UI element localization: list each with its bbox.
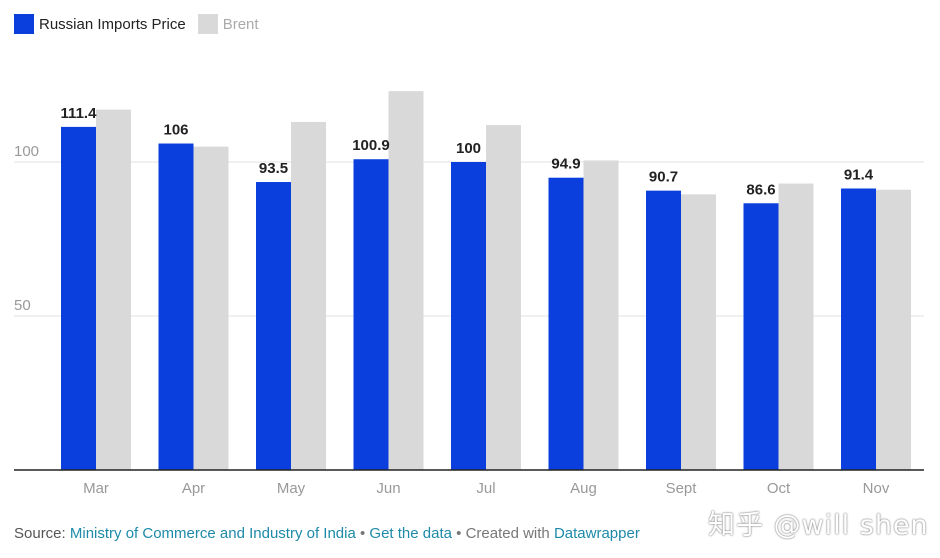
legend-item-brent[interactable]: Brent [197,14,259,34]
source-link[interactable]: Ministry of Commerce and Industry of Ind… [69,525,356,542]
data-label: 90.7 [649,169,678,186]
watermark: 知乎 @will shen [708,510,929,541]
bar-brent[interactable] [193,146,229,470]
bar-russian[interactable] [548,177,584,470]
bar-brent[interactable] [583,160,619,470]
legend-label-russian: Russian Imports Price [39,15,186,33]
bar-russian[interactable] [743,203,779,470]
get-data-link[interactable]: Get the data [369,525,452,542]
data-label: 100 [456,140,481,157]
data-label: 94.9 [551,156,580,173]
bar-russian[interactable] [256,182,291,470]
bar-brent[interactable] [388,91,424,470]
data-label: 111.4 [61,105,98,122]
bar-brent[interactable] [681,194,716,470]
legend-swatch-brent [197,14,218,34]
legend-item-russian[interactable]: Russian Imports Price [14,14,186,34]
legend-swatch-russian [14,14,34,34]
datawrapper-link[interactable]: Datawrapper [553,525,640,542]
x-tick-label: Oct [767,480,791,497]
x-tick-label: Jul [476,480,495,497]
bar-brent[interactable] [96,109,131,470]
data-label: 91.4 [844,166,874,183]
x-tick-label: Sept [666,480,698,497]
bar-russian[interactable] [841,188,876,470]
x-tick-label: Jun [376,480,400,497]
x-tick-label: Aug [570,480,597,497]
bar-russian[interactable] [61,126,96,470]
data-label: 106 [163,122,188,139]
bar-russian[interactable] [646,190,681,471]
bar-brent[interactable] [486,125,521,470]
bar-russian[interactable] [353,159,389,470]
footer: Source: Ministry of Commerce and Industr… [14,525,640,542]
legend-label-brent: Brent [222,15,259,33]
x-tick-label: May [277,480,306,497]
bar-brent[interactable] [876,189,911,470]
created-with-text: • Created with [451,525,554,542]
source-prefix: Source: [14,525,70,542]
bar-brent[interactable] [778,183,814,470]
legend: Russian Imports Price Brent [14,14,271,34]
data-label: 86.6 [746,181,775,198]
y-tick-label: 100 [14,143,39,160]
data-label: 100.9 [352,137,390,154]
bar-brent[interactable] [291,121,326,471]
x-tick-label: Nov [863,480,890,497]
bar-russian[interactable] [158,143,194,470]
footer-separator: • [355,525,370,542]
x-tick-label: Apr [182,480,205,497]
y-tick-label: 50 [14,297,31,314]
data-label: 93.5 [259,160,288,177]
x-tick-label: Mar [83,480,109,497]
bar-russian[interactable] [451,162,486,470]
